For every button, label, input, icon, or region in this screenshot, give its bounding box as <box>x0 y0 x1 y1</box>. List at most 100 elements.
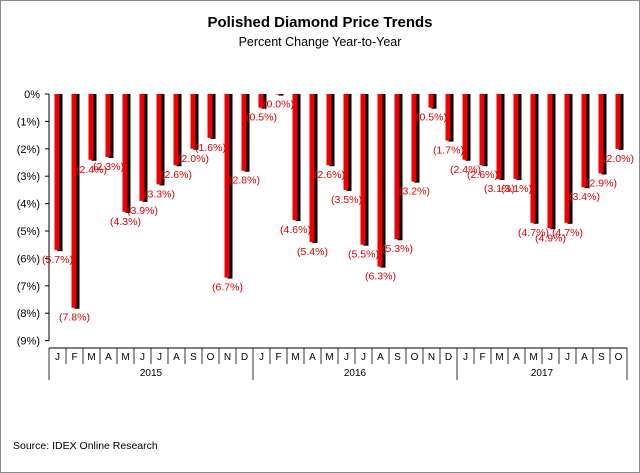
data-label: (3.4%) <box>569 191 600 203</box>
bar <box>275 94 281 95</box>
bar <box>309 94 315 242</box>
bar-shadow <box>346 94 352 191</box>
bar-shadow <box>91 94 97 161</box>
data-label: (2.8%) <box>229 175 260 187</box>
data-label: (5.7%) <box>42 254 73 266</box>
data-label: (4.9%) <box>535 232 566 244</box>
bar-shadow <box>499 94 505 180</box>
y-tick-label: (8%) <box>17 308 40 320</box>
bar <box>377 94 383 267</box>
y-tick-label: (1%) <box>17 116 40 128</box>
data-label: (2.0%) <box>178 153 209 165</box>
data-label: (2.6%) <box>161 169 192 181</box>
bar-shadow <box>329 94 335 167</box>
bar <box>156 94 162 185</box>
x-tick-label: J <box>361 352 366 363</box>
data-label: (6.3%) <box>365 271 396 283</box>
x-tick-label: J <box>565 352 570 363</box>
bar-shadow <box>193 94 199 150</box>
bar <box>428 94 434 108</box>
bar <box>292 94 298 221</box>
data-label: (2.6%) <box>314 169 345 181</box>
y-tick-label: (7%) <box>17 281 40 293</box>
bar <box>411 94 417 182</box>
bar <box>139 94 145 201</box>
x-tick-label: S <box>190 352 197 363</box>
x-tick-label: A <box>173 352 180 363</box>
x-tick-label: J <box>548 352 553 363</box>
bar <box>190 94 196 149</box>
data-label: (5.4%) <box>297 246 328 258</box>
bar-shadow <box>57 94 63 252</box>
data-label: (3.1%) <box>484 183 515 195</box>
x-tick-label: A <box>105 352 112 363</box>
x-tick-label: F <box>275 352 281 363</box>
x-tick-label: M <box>325 352 333 363</box>
bar <box>88 94 94 160</box>
bar-shadow <box>465 94 471 161</box>
data-label: (0.0%) <box>263 99 294 111</box>
bar-shadow <box>567 94 573 224</box>
x-tick-label: F <box>71 352 77 363</box>
bar-shadow <box>584 94 590 189</box>
bar-shadow <box>516 94 522 180</box>
bar <box>224 94 230 278</box>
x-tick-label: D <box>445 352 452 363</box>
data-label: (2.0%) <box>603 153 634 165</box>
year-label: 2015 <box>140 368 163 379</box>
y-tick-label: (2%) <box>17 144 40 156</box>
bar <box>547 94 553 229</box>
bar <box>462 94 468 160</box>
x-tick-label: F <box>479 352 485 363</box>
x-tick-label: J <box>344 352 349 363</box>
data-label: (5.5%) <box>348 249 379 261</box>
bar-shadow <box>601 94 607 175</box>
y-tick-label: (4%) <box>17 199 40 211</box>
bar-shadow <box>176 94 182 167</box>
x-tick-label: J <box>140 352 145 363</box>
bar-shadow <box>108 94 114 159</box>
data-label: (3.2%) <box>399 186 430 198</box>
x-tick-label: S <box>394 352 401 363</box>
bar <box>207 94 213 138</box>
bar <box>513 94 519 179</box>
bar-shadow <box>397 94 403 241</box>
bar <box>71 94 77 308</box>
bar-shadow <box>312 94 318 243</box>
data-label: (2.6%) <box>467 169 498 181</box>
data-label: (0.5%) <box>246 112 277 124</box>
bar <box>343 94 349 190</box>
bar-shadow <box>363 94 369 246</box>
bar-shadow <box>380 94 386 268</box>
bar-shadow <box>431 94 437 109</box>
data-label: (4.6%) <box>280 224 311 236</box>
bar <box>326 94 332 166</box>
bar <box>122 94 128 212</box>
bar <box>581 94 587 188</box>
x-tick-label: O <box>207 352 215 363</box>
bar-shadow <box>448 94 454 142</box>
chart-subtitle: Percent Change Year-to-Year <box>239 35 402 49</box>
bar <box>479 94 485 166</box>
bar-shadow <box>414 94 420 183</box>
bar-shadow <box>227 94 233 279</box>
bar-shadow <box>74 94 80 309</box>
x-tick-label: M <box>291 352 299 363</box>
bar <box>360 94 366 245</box>
data-label: (2.4%) <box>450 164 481 176</box>
bar <box>54 94 60 251</box>
x-tick-label: J <box>463 352 468 363</box>
data-label: (4.3%) <box>110 216 141 228</box>
data-labels: (5.7%)(7.8%)(2.4%)(2.3%)(4.3%)(3.9%)(3.3… <box>42 99 634 324</box>
bar <box>173 94 179 166</box>
x-tick-label: D <box>241 352 248 363</box>
bar-series <box>54 94 624 309</box>
data-label: (3.5%) <box>331 194 362 206</box>
data-label: (6.7%) <box>212 282 243 294</box>
y-tick-label: (6%) <box>17 253 40 265</box>
y-tick-label: (9%) <box>17 336 40 348</box>
y-axis: 0% (1%) (2%) (3%) (4%) (5%) (6%) (7%) (8%) (9%) <box>17 89 50 348</box>
x-tick-label: A <box>513 352 520 363</box>
